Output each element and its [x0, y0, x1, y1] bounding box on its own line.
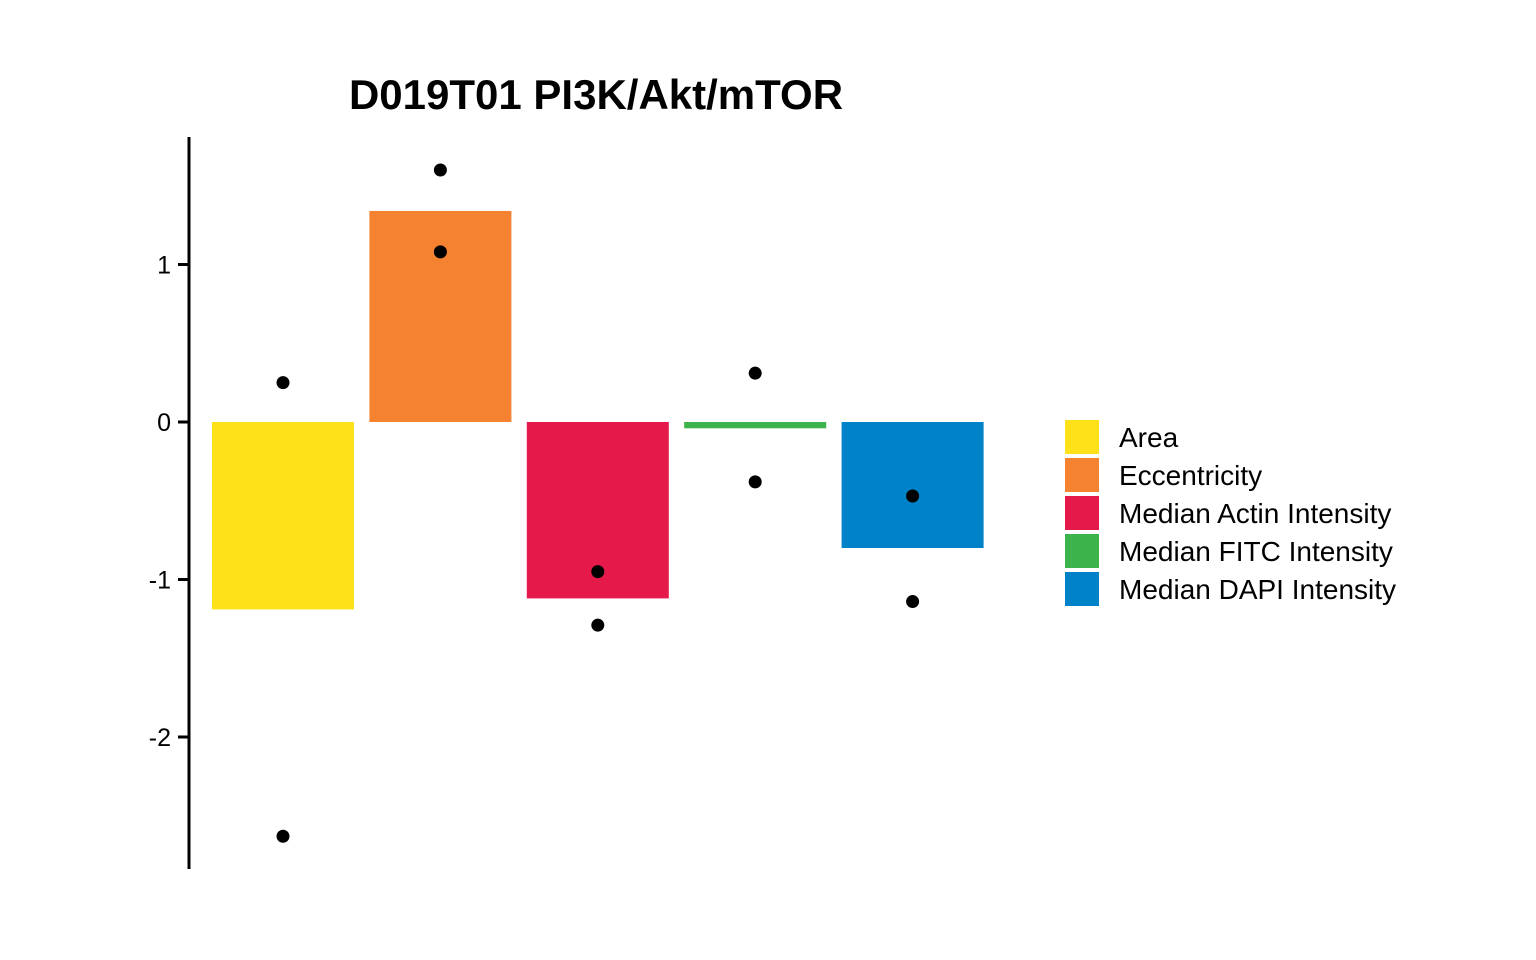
y-tick-label: -2 — [149, 724, 171, 752]
y-tick-label: -1 — [149, 567, 171, 595]
legend-swatch — [1065, 420, 1099, 454]
legend-swatch — [1065, 572, 1099, 606]
points-group — [276, 163, 920, 843]
bars-group — [212, 210, 984, 610]
legend-swatch — [1065, 458, 1099, 492]
data-point — [433, 245, 447, 259]
data-point — [276, 376, 290, 390]
legend-label: Median FITC Intensity — [1119, 536, 1393, 567]
data-point — [276, 829, 290, 843]
y-axis-ticks: 1 0 -1 -2 — [149, 252, 189, 752]
bar-median-fitc-intensity — [684, 422, 827, 429]
y-tick-label: 0 — [157, 409, 171, 437]
data-point — [748, 366, 762, 380]
chart-title: D019T01 PI3K/Akt/mTOR — [349, 71, 843, 118]
bar-area — [212, 422, 354, 610]
legend-swatch — [1065, 534, 1099, 568]
legend-label: Median DAPI Intensity — [1119, 574, 1396, 605]
data-point — [591, 565, 605, 579]
data-point — [433, 163, 447, 177]
data-point — [748, 475, 762, 489]
legend-swatch — [1065, 496, 1099, 530]
bar-median-dapi-intensity — [841, 422, 984, 548]
legend-label: Area — [1119, 422, 1179, 453]
legend-label: Eccentricity — [1119, 460, 1262, 491]
data-point — [906, 489, 920, 503]
legend-label: Median Actin Intensity — [1119, 498, 1391, 529]
y-tick-label: 1 — [157, 252, 171, 280]
data-point — [906, 595, 920, 609]
bar-eccentricity — [369, 210, 512, 422]
legend: Area Eccentricity Median Actin Intensity Me… — [1065, 420, 1396, 606]
data-point — [591, 618, 605, 632]
